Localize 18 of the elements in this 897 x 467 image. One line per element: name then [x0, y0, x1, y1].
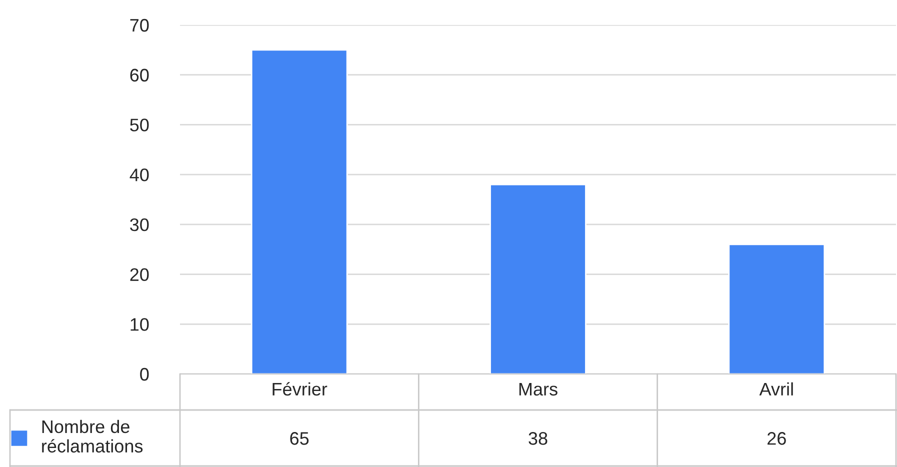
y-tick-label: 70: [130, 18, 149, 32]
y-tick-label: 60: [130, 68, 149, 82]
bar: [490, 184, 586, 374]
y-tick-label: 40: [130, 168, 149, 182]
y-tick-label: 20: [130, 268, 149, 282]
x-tick-label: Avril: [759, 382, 793, 396]
y-tick-label: 30: [130, 218, 149, 232]
bar: [728, 244, 826, 374]
y-tick-label: 0: [140, 368, 149, 381]
data-label: 26: [768, 432, 786, 445]
y-tick-label: 50: [130, 118, 149, 132]
x-tick-label: Mars: [519, 382, 558, 396]
bar: [250, 49, 348, 374]
x-tick-label: Février: [272, 382, 328, 396]
legend-label: Nombre de réclamations: [42, 420, 143, 453]
data-label: 38: [528, 432, 548, 445]
data-label: 65: [290, 432, 309, 445]
y-tick-label: 10: [130, 318, 149, 331]
